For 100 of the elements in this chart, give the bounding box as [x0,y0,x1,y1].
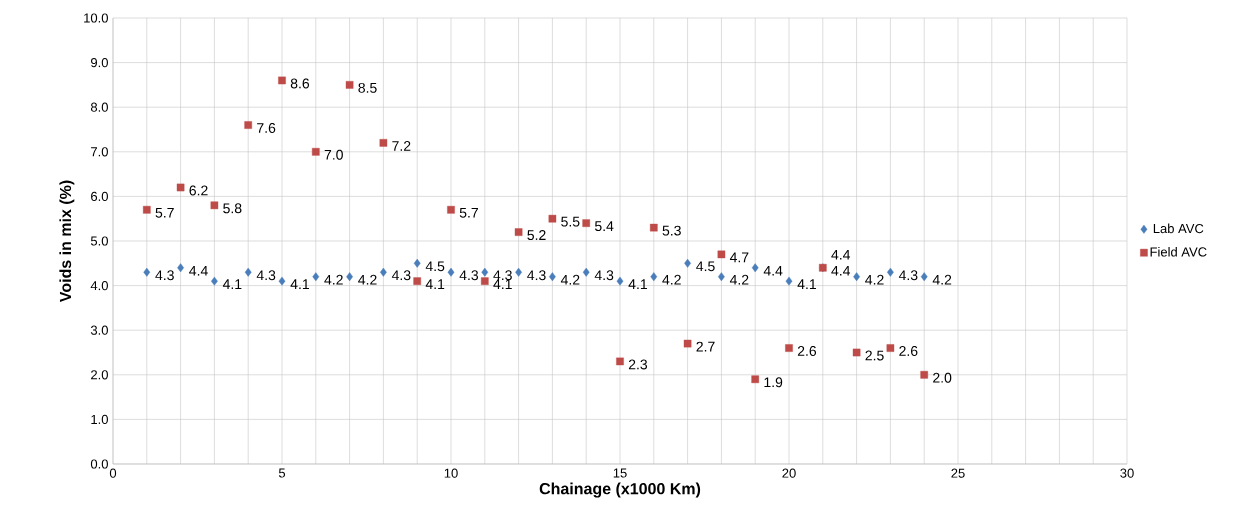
point [717,250,726,259]
point [650,223,658,232]
data-label: 4.1 [628,279,647,289]
x-tick-label: 10 [444,468,458,478]
point [278,76,286,85]
y-tick-label: 3.0 [90,325,108,335]
data-label: 4.3 [256,270,276,281]
x-tick-label: 25 [951,468,965,478]
data-label: 4.2 [865,274,884,285]
data-label: 7.6 [257,123,276,133]
point [683,339,692,348]
point [210,201,219,210]
data-label: 4.3 [391,270,411,281]
point [718,272,725,282]
legend-label: Field AVC [1150,246,1207,257]
point [785,276,793,286]
point [312,272,320,282]
point [345,81,354,89]
point [380,267,387,277]
data-label: 4.2 [729,274,749,285]
point [177,263,184,273]
point [143,205,151,214]
point [346,272,353,282]
data-label: 4.2 [358,274,377,285]
data-label: 6.2 [189,185,208,196]
data-label: 4.5 [425,261,445,272]
point [920,371,929,379]
point [312,148,320,156]
data-label: 5.8 [223,203,242,214]
point [751,375,759,384]
point [211,276,218,286]
point [650,272,658,282]
point [514,228,523,236]
data-label: 5.4 [594,221,614,232]
point [278,276,286,286]
data-label: 5.7 [459,207,478,218]
data-label: 2.7 [696,341,715,352]
data-label: 4.1 [797,279,816,289]
data-label: 2.6 [899,346,918,356]
data-label: 4.2 [932,274,952,285]
data-label: 4.7 [729,252,749,263]
point [751,263,759,273]
data-label: 2.6 [797,346,817,356]
data-label: 4.4 [831,249,851,260]
x-tick-label: 5 [278,468,286,478]
point [244,121,252,129]
point [549,272,556,282]
y-tick-label: 10.0 [84,13,108,23]
point [684,258,691,268]
point [920,272,928,282]
y-tick-label: 8.0 [90,102,108,112]
point [582,267,590,277]
data-label: 5.7 [155,207,174,218]
data-label: 2.3 [628,359,648,370]
data-label: 8.6 [290,78,310,89]
data-label: 4.1 [290,279,309,289]
data-label: 5.5 [561,216,580,227]
data-label: 2.5 [865,350,884,361]
point [379,139,388,147]
data-label: 4.3 [898,270,918,281]
data-label: 4.4 [763,265,783,276]
point [886,344,895,352]
data-label: 4.2 [662,274,681,285]
data-label: 4.2 [560,274,580,285]
point [887,267,894,277]
y-tick-label: 0.0 [90,459,108,469]
data-label: 4.3 [493,270,512,281]
point [852,348,861,357]
x-tick-label: 0 [109,468,117,478]
y-tick-label: 9.0 [91,57,108,68]
point [244,267,252,277]
point [582,219,591,227]
data-label: 4.3 [594,270,614,281]
data-label: 1.9 [764,377,783,388]
point [481,267,489,277]
y-tick-label: 2.0 [91,370,108,380]
data-label: 8.5 [358,82,377,93]
data-label: 4.5 [696,261,715,272]
point [616,276,624,286]
data-label: 5.2 [527,230,546,241]
x-tick-label: 15 [613,468,627,478]
data-label: 4.2 [324,274,343,285]
data-label: 4.3 [155,270,174,281]
data-label: 4.1 [222,279,242,289]
y-tick-label: 4.0 [90,280,108,291]
point [785,344,793,352]
point [447,205,455,214]
point [413,277,421,285]
point [143,267,151,277]
y-axis-title: Voids in mix (%) [59,180,75,303]
point [616,357,624,366]
data-label: 4.3 [459,270,479,281]
point [481,277,489,285]
legend-label: Lab AVC [1153,223,1204,234]
data-label: 4.1 [425,279,445,289]
data-label: 4.4 [189,265,208,276]
y-tick-label: 5.0 [90,236,108,246]
data-label: 4.3 [527,270,546,281]
point [853,272,860,282]
y-tick-label: 6.0 [91,191,108,201]
